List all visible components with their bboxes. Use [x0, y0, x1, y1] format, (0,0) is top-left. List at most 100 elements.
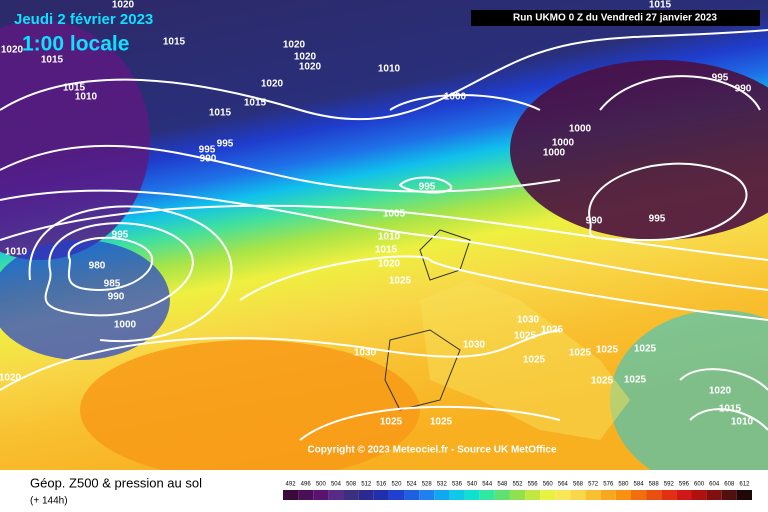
- isobar-label: 980: [89, 261, 106, 272]
- scale-swatch: [373, 490, 389, 500]
- scale-swatch: [343, 490, 359, 500]
- scale-label: 536: [452, 482, 463, 488]
- scale-label: 552: [512, 482, 523, 488]
- isobar-label: 1000: [114, 320, 137, 331]
- isobar-label: 995: [712, 73, 729, 84]
- color-scale: 492 496 500 504 508 512 516 520 524 528 532 536 540 5…: [283, 482, 752, 500]
- scale-swatch: [434, 490, 450, 500]
- scale-swatch: [509, 490, 526, 500]
- isobar-label: 1020: [1, 45, 24, 56]
- scale-label: 568: [573, 482, 584, 488]
- isobar-label: 1000: [543, 148, 566, 159]
- scale-label: 504: [331, 482, 342, 488]
- isobar-label: 1010: [378, 232, 401, 243]
- scale-swatch: [615, 490, 631, 500]
- footer-lead: (+ 144h): [30, 496, 68, 507]
- scale-swatch: [388, 490, 405, 500]
- isobar-label: 1030: [354, 348, 377, 359]
- isobar-label: 990: [108, 292, 125, 303]
- isobar-label: 1015: [719, 404, 742, 415]
- scale-label: 564: [558, 482, 569, 488]
- isobar-label: 1020: [709, 386, 732, 397]
- scale-label: 580: [618, 482, 629, 488]
- isobar-label: 1010: [5, 247, 28, 258]
- isobar-label: 1015: [375, 245, 398, 256]
- isobar-label: 1025: [596, 345, 619, 356]
- isobar-label: 1010: [378, 64, 401, 75]
- scale-label: 556: [528, 482, 539, 488]
- isobar-label: 1020: [0, 373, 22, 384]
- scale-swatch: [540, 490, 556, 500]
- forecast-date: Jeudi 2 février 2023: [14, 11, 153, 28]
- scale-swatch: [494, 490, 510, 500]
- scale-swatch: [328, 490, 344, 500]
- isobar-label: 1025: [389, 276, 412, 287]
- scale-label: 560: [543, 482, 554, 488]
- isobar-label: 1010: [731, 417, 754, 428]
- isobar-label: 1020: [378, 259, 401, 270]
- scale-label: 508: [346, 482, 357, 488]
- scale-label: 532: [437, 482, 448, 488]
- isobar-label: 1000: [444, 92, 467, 103]
- isobar-label: 995: [112, 230, 129, 241]
- scale-swatch: [313, 490, 329, 500]
- scale-label: 584: [634, 482, 645, 488]
- scale-label: 576: [603, 482, 614, 488]
- scale-swatch: [358, 490, 374, 500]
- isobar-label: 1030: [517, 315, 540, 326]
- scale-label: 588: [649, 482, 660, 488]
- scale-swatch: [676, 490, 692, 500]
- scale-swatch: [691, 490, 707, 500]
- scale-label: 528: [422, 482, 433, 488]
- scale-swatch: [479, 490, 495, 500]
- scale-swatch: [600, 490, 616, 500]
- isobar-label: 990: [735, 84, 752, 95]
- scale-label: 496: [301, 482, 312, 488]
- isobar-label: 1030: [463, 340, 486, 351]
- isobar-label: 1020: [294, 52, 317, 63]
- isobar-label: 995: [649, 214, 666, 225]
- scale-label: 604: [709, 482, 720, 488]
- scale-swatch: [449, 490, 465, 500]
- isobar-label: 1025: [523, 355, 546, 366]
- scale-label: 500: [316, 482, 327, 488]
- run-info: Run UKMO 0 Z du Vendredi 27 janvier 2023: [513, 13, 717, 24]
- run-box: [471, 10, 760, 26]
- scale-swatch: [661, 490, 677, 500]
- scale-label: 596: [679, 482, 690, 488]
- scale-label: 612: [739, 482, 750, 488]
- isobar-label: 1025: [591, 376, 614, 387]
- forecast-time: 1:00 locale: [22, 33, 129, 56]
- scale-label: 524: [407, 482, 418, 488]
- isobar-label: 1010: [75, 92, 98, 103]
- footer-title: Géop. Z500 & pression au sol: [30, 475, 202, 490]
- isobar-label: 1000: [552, 138, 575, 149]
- isobar-label: 1025: [634, 344, 657, 355]
- isobar-label: 1015: [63, 83, 86, 94]
- isobar-label: 1015: [244, 98, 267, 109]
- scale-swatch: [525, 490, 541, 500]
- isobar-label: 990: [200, 154, 217, 165]
- isobar-label: 1020: [283, 40, 306, 51]
- isobar-label: 1025: [380, 417, 403, 428]
- scale-label: 592: [664, 482, 675, 488]
- isobar-label: 985: [104, 279, 121, 290]
- scale-swatch: [419, 490, 435, 500]
- scale-label: 512: [361, 482, 372, 488]
- scale-swatch: [706, 490, 722, 500]
- scale-swatch: [555, 490, 571, 500]
- isobar-label: 1020: [112, 0, 135, 11]
- scale-label: 516: [376, 482, 387, 488]
- isobar-label: 995: [217, 139, 234, 150]
- scale-swatch: [721, 490, 737, 500]
- isobar-label: 1025: [541, 325, 564, 336]
- scale-label: 608: [724, 482, 735, 488]
- isobar-label: 1020: [261, 79, 284, 90]
- scale-swatch: [464, 490, 480, 500]
- scale-label: 492: [286, 482, 297, 488]
- isobar-label: 995: [419, 182, 436, 193]
- scale-swatch: [404, 490, 420, 500]
- isobar-label: 1020: [299, 62, 322, 73]
- isobar-label: 1025: [514, 331, 537, 342]
